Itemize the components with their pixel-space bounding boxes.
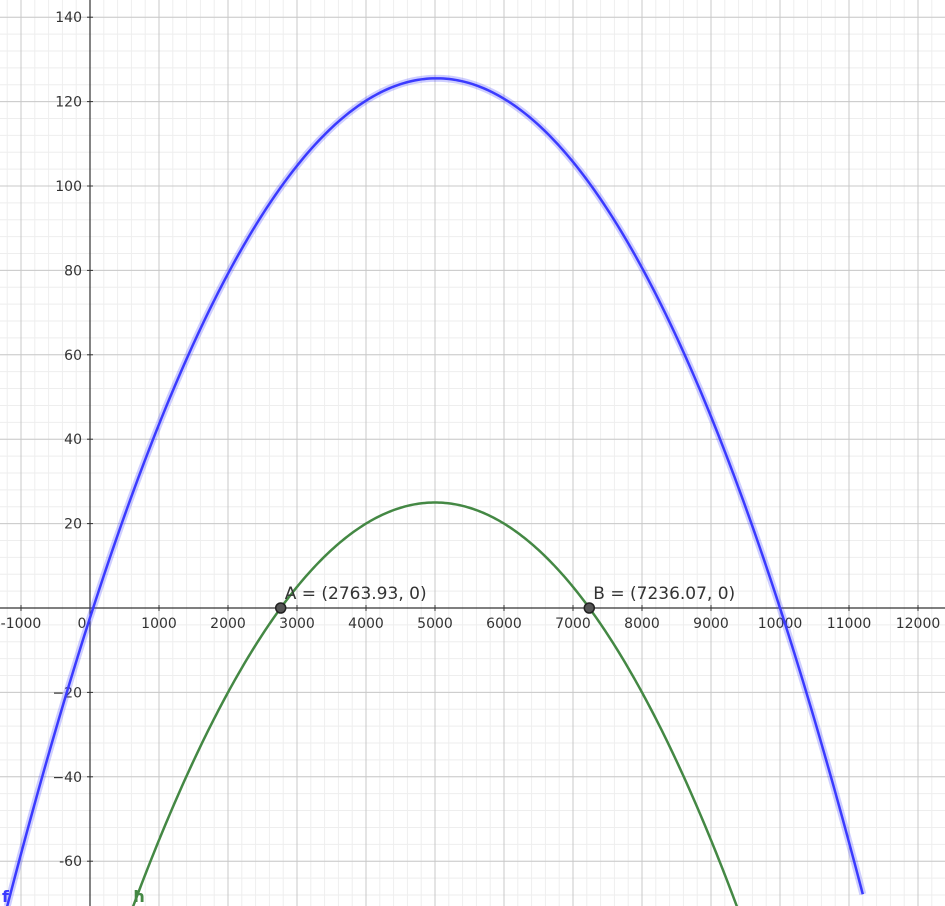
point-label: B = (7236.07, 0) [593,584,735,604]
curve-h-label: h [133,887,144,906]
y-tick-label: 20 [64,517,82,533]
x-tick-label: 2000 [210,616,246,632]
point-label: A = (2763.93, 0) [285,584,427,604]
x-tick-label: 5000 [417,616,453,632]
x-tick-label: 9000 [693,616,729,632]
y-tick-label: -60 [59,854,82,870]
curve-h[interactable] [131,501,739,906]
y-tick-label: 60 [64,348,82,364]
x-tick-label: 10000 [758,616,803,632]
x-tick-label: 8000 [624,616,660,632]
y-tick-label: 40 [64,432,82,448]
x-tick-label: 11000 [827,616,872,632]
curve-f[interactable] [5,77,865,906]
curve-f-label: f [2,887,10,906]
y-tick-label: 120 [55,95,82,111]
x-tick-label: 3000 [279,616,315,632]
x-tick-label: 12000 [896,616,941,632]
y-tick-label: 80 [64,263,82,279]
y-tick-label: 140 [55,10,82,26]
x-tick-label: 7000 [555,616,591,632]
x-axis-tick-labels: -1000 0 1000 2000 3000 4000 5000 6000 7000 8000 90… [1,616,941,632]
point-marker[interactable] [274,602,287,614]
x-tick-label: 6000 [486,616,522,632]
x-tick-label: 1000 [141,616,177,632]
y-tick-label: −40 [52,770,82,786]
point-marker[interactable] [583,602,596,614]
y-tick-label: 100 [55,179,82,195]
x-tick-label: -1000 [1,616,42,632]
points: A = (2763.93, 0) B = (7236.07, 0) [274,584,735,614]
x-tick-label: 4000 [348,616,384,632]
x-tick-label: 0 [78,616,87,632]
